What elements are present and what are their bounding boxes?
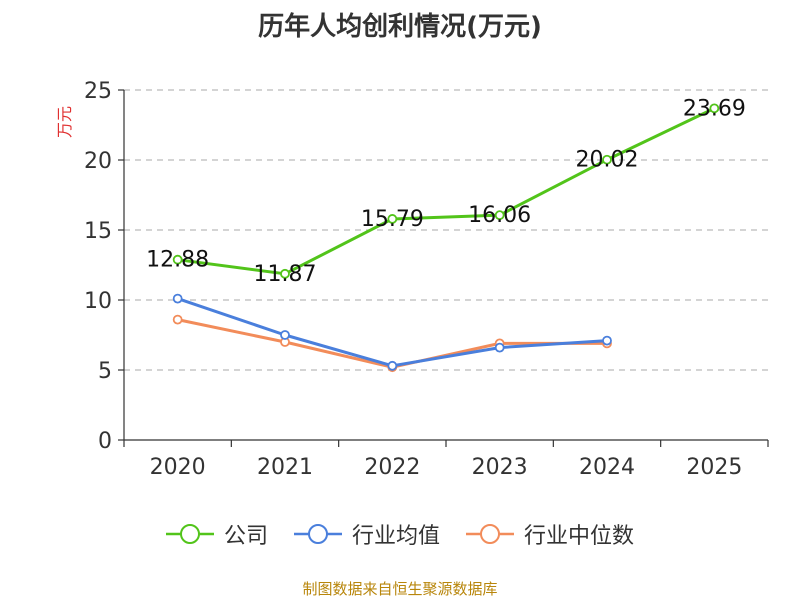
data-point [172, 293, 183, 304]
data-label: 23.69 [683, 96, 746, 121]
data-point [602, 335, 612, 346]
data-label: 16.06 [468, 203, 531, 228]
y-tick-label: 15 [84, 219, 112, 244]
data-point [494, 342, 505, 353]
legend-swatch-marker [179, 524, 200, 544]
data-label: 11.87 [254, 262, 317, 287]
legend-item[interactable]: 行业均值 [293, 518, 440, 550]
data-point [387, 360, 398, 371]
y-tick-label: 25 [84, 79, 112, 104]
series-line [177, 106, 715, 276]
data-label: 20.02 [576, 148, 639, 173]
data-label: 15.79 [361, 207, 424, 232]
x-tick-label: 2023 [472, 455, 528, 480]
data-point [494, 210, 505, 221]
legend-label: 公司 [223, 524, 268, 549]
legend: 公司 行业均值 行业中位数 [0, 518, 800, 550]
legend-swatch [466, 524, 514, 544]
data-labels: 12.88 11.87 15.79 16.06 20.02 23.69 [146, 96, 746, 286]
x-tick-label: 2020 [150, 455, 206, 480]
chart-title: 历年人均创利情况(万元) [258, 12, 542, 42]
data-point [387, 214, 398, 224]
y-tick-label: 20 [84, 149, 112, 174]
legend-swatch-marker [307, 524, 328, 544]
legend-label: 行业中位数 [524, 524, 635, 549]
y-tick-label: 5 [98, 359, 112, 384]
legend-item[interactable]: 行业中位数 [466, 518, 634, 550]
data-point [172, 314, 183, 325]
x-tick-label: 2021 [257, 455, 313, 480]
source-note: 制图数据来自恒生聚源数据库 [302, 580, 498, 598]
legend-label: 行业均值 [351, 524, 440, 549]
data-point [172, 254, 183, 265]
y-axis-title: 万元 [55, 106, 74, 138]
data-point [709, 103, 720, 114]
data-point [280, 330, 290, 340]
legend-swatch-marker [480, 524, 500, 544]
gridlines [124, 89, 768, 371]
y-tick-label: 0 [98, 429, 112, 454]
y-tick-label: 10 [84, 289, 112, 314]
legend-swatch [165, 524, 214, 544]
x-tick-label: 2025 [686, 455, 742, 480]
legend-item[interactable]: 公司 [165, 518, 268, 550]
data-point [280, 268, 290, 279]
data-point [602, 154, 612, 165]
x-tick-label: 2022 [364, 455, 420, 480]
data-label: 12.88 [146, 248, 209, 273]
series [172, 103, 720, 373]
legend-swatch [293, 524, 342, 544]
x-tick-label: 2024 [579, 455, 635, 480]
